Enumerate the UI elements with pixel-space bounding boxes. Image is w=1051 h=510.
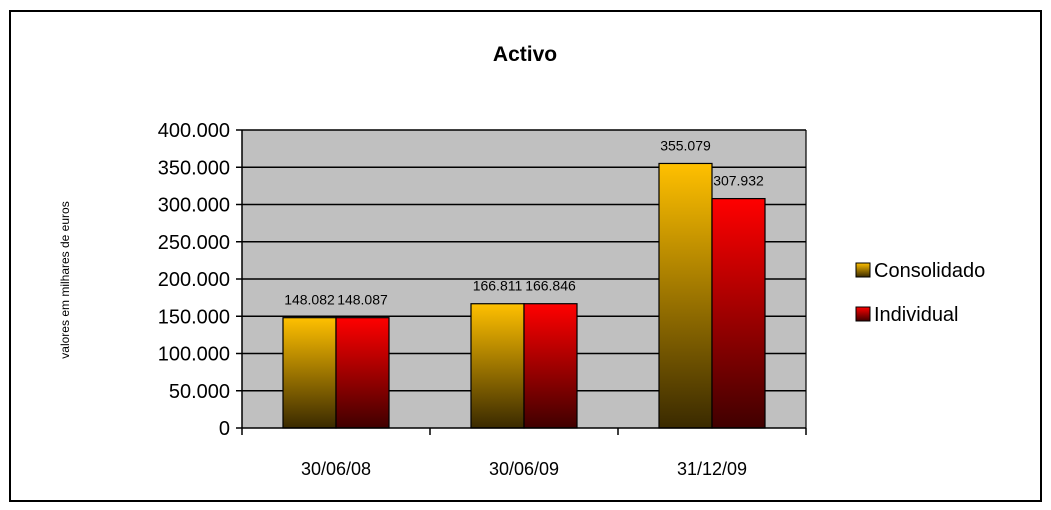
y-tick-label: 200.000 [158,269,230,291]
y-axis-label: valores em milhares de euros [58,201,72,358]
x-tick-label: 30/06/09 [489,459,559,479]
y-tick-labels: 0 50.000 100.000 150.000 200.000 250.000 300.0… [158,120,230,440]
x-tick-label: 30/06/08 [301,459,371,479]
bars [282,162,766,429]
bar-individual-1 [523,303,578,429]
y-tick-label: 300.000 [158,195,230,217]
bar-consolidado-0 [282,317,337,429]
x-tick-labels: 30/06/08 30/06/09 31/12/09 [301,459,747,479]
y-tick-label: 0 [219,418,230,440]
legend-label-individual: Individual [874,304,959,326]
y-tick-label: 400.000 [158,120,230,142]
bar-individual-2 [711,197,766,429]
data-label: 166.811 [473,278,523,294]
chart-title: Activo [493,43,557,66]
axes [236,129,807,435]
data-label: 148.082 [284,292,335,308]
data-label: 148.087 [337,292,388,308]
y-tick-label: 350.000 [158,157,230,179]
data-labels: 148.082 148.087 166.811 166.846 355.079 307.9… [284,137,764,307]
legend: Consolidado Individual [855,260,985,326]
y-tick-label: 100.000 [158,344,230,366]
y-tick-label: 250.000 [158,232,230,254]
bar-consolidado-2 [658,162,713,429]
bar-consolidado-1 [470,303,525,429]
x-tick-label: 31/12/09 [677,459,747,479]
legend-label-consolidado: Consolidado [874,260,985,282]
data-label: 355.079 [660,137,711,153]
data-label: 166.846 [525,278,576,294]
legend-swatch-consolidado [855,262,871,278]
legend-swatch-individual [855,306,871,322]
bar-individual-0 [335,317,390,429]
data-label: 307.932 [713,173,764,189]
y-tick-label: 50.000 [169,381,230,403]
y-tick-label: 150.000 [158,306,230,328]
